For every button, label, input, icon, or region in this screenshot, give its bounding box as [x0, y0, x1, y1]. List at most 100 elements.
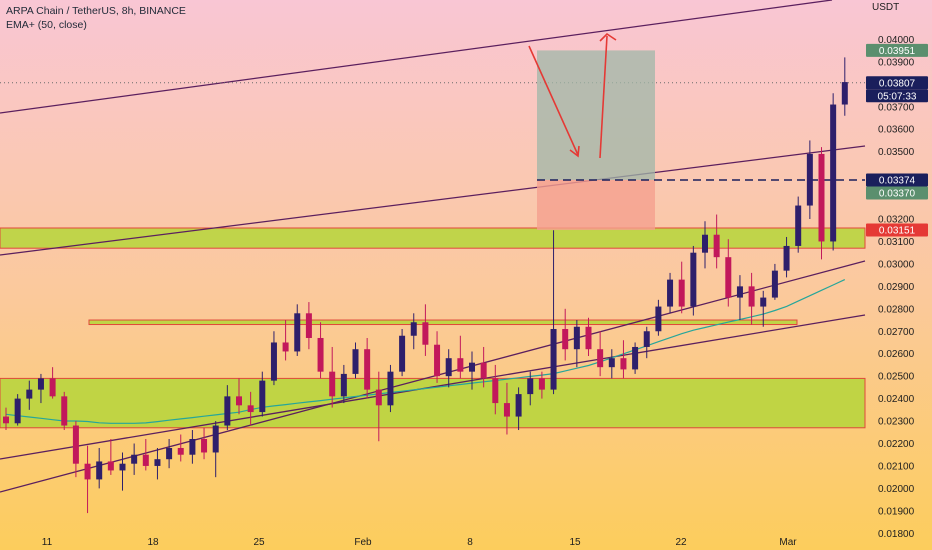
candle[interactable] [503, 382, 510, 435]
candle[interactable] [480, 346, 487, 388]
indicator-title[interactable]: EMA+ (50, close) [6, 19, 87, 31]
candle[interactable] [317, 322, 324, 379]
candle[interactable] [37, 373, 44, 404]
target-price-tag[interactable]: 0.03951 [866, 43, 928, 57]
candle[interactable] [783, 236, 790, 278]
candle[interactable] [142, 439, 149, 471]
candle[interactable] [527, 371, 534, 406]
candle[interactable] [445, 349, 452, 388]
entry-ref-tag[interactable]: 0.03370 [866, 186, 928, 200]
candle[interactable] [620, 340, 627, 379]
candle[interactable] [760, 290, 767, 327]
candle[interactable] [329, 346, 336, 408]
zone-middle[interactable] [88, 319, 798, 326]
candle[interactable] [550, 230, 557, 395]
candle[interactable] [422, 304, 429, 356]
candle[interactable] [84, 445, 91, 514]
candle[interactable] [61, 391, 68, 431]
candle[interactable] [107, 439, 114, 475]
candle[interactable] [725, 239, 732, 307]
candle[interactable] [340, 364, 347, 404]
candle[interactable] [702, 221, 708, 269]
candle[interactable] [270, 331, 277, 386]
candle[interactable] [96, 447, 103, 489]
entry-price-tag[interactable]: 0.03374 [866, 173, 928, 187]
candle[interactable] [154, 447, 161, 480]
candle[interactable] [166, 439, 173, 469]
trendline-rising-lower[interactable] [0, 260, 866, 493]
candle[interactable] [72, 421, 79, 478]
candle[interactable] [585, 317, 592, 356]
candle[interactable] [795, 196, 802, 253]
candle[interactable] [410, 313, 417, 350]
candle[interactable] [259, 371, 266, 417]
candle[interactable] [608, 349, 615, 379]
candle[interactable] [538, 371, 545, 399]
candle[interactable] [469, 351, 475, 390]
candle[interactable] [352, 342, 359, 379]
candle[interactable] [177, 434, 184, 462]
candle[interactable] [26, 380, 33, 410]
candle[interactable] [399, 329, 406, 377]
candle[interactable] [201, 427, 208, 460]
candle[interactable] [119, 452, 126, 491]
candle[interactable] [736, 275, 743, 321]
candle[interactable] [189, 430, 196, 464]
ema-line[interactable] [5, 279, 846, 424]
projection-arrow-down[interactable] [528, 45, 579, 156]
candle[interactable] [375, 371, 382, 442]
candle[interactable] [247, 391, 254, 426]
candle[interactable] [643, 326, 650, 359]
candle[interactable] [3, 407, 9, 431]
candle[interactable] [690, 245, 697, 316]
candle[interactable] [830, 93, 837, 251]
candle[interactable] [562, 308, 569, 361]
zone-upper[interactable] [0, 227, 866, 249]
candles-layer [3, 57, 848, 514]
candle[interactable] [236, 378, 242, 415]
candle[interactable] [49, 367, 56, 399]
candle[interactable] [294, 304, 301, 356]
candle[interactable] [457, 335, 464, 379]
trendline-channel-mid[interactable] [0, 145, 866, 256]
projection-arrow-up[interactable] [599, 35, 608, 159]
zone-lower[interactable] [0, 377, 866, 429]
candle[interactable] [14, 394, 21, 426]
time-tick-label: 22 [675, 537, 687, 548]
candle[interactable] [806, 140, 813, 220]
candle[interactable] [678, 261, 685, 314]
target-box[interactable] [537, 50, 655, 180]
candle[interactable] [364, 337, 371, 399]
candle[interactable] [212, 421, 219, 478]
candle[interactable] [632, 342, 639, 374]
candle[interactable] [434, 331, 441, 383]
candle[interactable] [771, 263, 778, 300]
candle[interactable] [841, 57, 848, 116]
stop-box[interactable] [537, 179, 655, 231]
price-tick-label: 0.02600 [878, 349, 915, 360]
candle[interactable] [573, 320, 580, 368]
candle[interactable] [515, 387, 522, 431]
candle[interactable] [282, 320, 289, 361]
candle[interactable] [655, 299, 662, 336]
candle[interactable] [748, 272, 755, 325]
position-tool[interactable] [537, 50, 865, 231]
symbol-title[interactable]: ARPA Chain / TetherUS, 8h, BINANCE [6, 5, 186, 17]
trendline-rising-base[interactable] [0, 314, 866, 460]
candle[interactable] [597, 331, 604, 377]
candle[interactable] [713, 214, 720, 269]
candle[interactable] [131, 443, 138, 475]
candle[interactable] [224, 385, 231, 431]
countdown-tag[interactable]: 05:07:33 [866, 89, 928, 103]
candle[interactable] [492, 364, 499, 415]
trendline-channel-top[interactable] [0, 0, 833, 114]
last-price-tag[interactable]: 0.03807 [866, 76, 928, 90]
price-scale[interactable]: USDT 0.04000 0.03900 0.03700 0.03600 0.03500 0… [872, 2, 915, 540]
stop-price-tag[interactable]: 0.03151 [866, 223, 928, 237]
candle[interactable] [387, 364, 394, 413]
candle[interactable] [305, 302, 312, 350]
candle[interactable] [667, 272, 674, 314]
chart-legend[interactable]: ARPA Chain / TetherUS, 8h, BINANCE EMA+ … [6, 4, 186, 32]
candle[interactable] [818, 147, 825, 260]
